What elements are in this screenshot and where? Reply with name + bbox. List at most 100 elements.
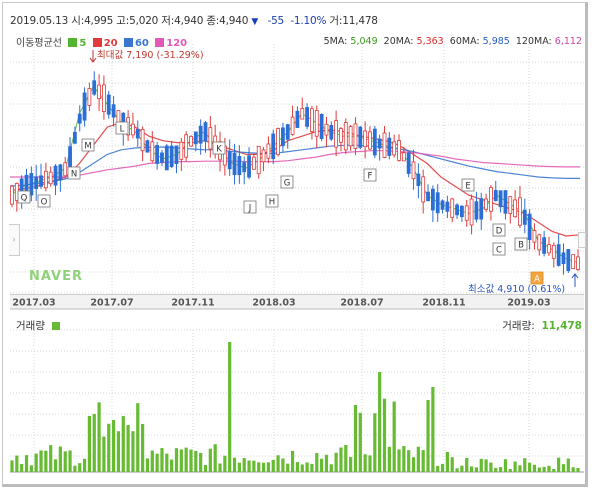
- x-tick-label: 2018.07: [340, 298, 383, 309]
- volume-bar: [228, 342, 232, 472]
- candle-body: [203, 122, 208, 142]
- x-tick-label: 2017.07: [90, 298, 133, 309]
- volume-bar: [68, 450, 72, 472]
- candle-body: [498, 190, 503, 208]
- volume-bar: [392, 401, 396, 472]
- volume-bar: [508, 468, 512, 472]
- ma-line-60: [9, 144, 580, 187]
- candle-body: [193, 131, 198, 145]
- period-marker-box-b: [514, 237, 528, 251]
- volume-readout-label: 거래량:: [502, 320, 535, 332]
- ma5-swatch: [68, 38, 78, 47]
- ma20-value: 5,363: [416, 36, 444, 47]
- candle-body: [411, 161, 416, 180]
- volume-bar: [528, 462, 532, 472]
- change-value: -55: [267, 15, 285, 27]
- close-label: 종:: [206, 15, 220, 27]
- volume-bar: [353, 404, 358, 472]
- volume-bar: [29, 465, 33, 472]
- ma-legend[interactable]: 이동평균선 5 20 60 120: [16, 34, 187, 49]
- volume-bar: [63, 451, 67, 472]
- candle-body: [169, 145, 174, 168]
- candle-body: [421, 176, 426, 203]
- volume-bar: [561, 464, 566, 472]
- candle-body: [484, 198, 488, 210]
- high-label: 고:: [116, 15, 130, 27]
- candle-body: [571, 254, 576, 270]
- volume-bar: [465, 457, 469, 472]
- candle-body: [363, 130, 368, 148]
- candle-body: [43, 170, 48, 189]
- candle-body: [97, 84, 101, 100]
- volume-bar: [232, 457, 237, 472]
- volume-bar: [15, 455, 19, 472]
- candle-body: [251, 156, 256, 170]
- volume-bar: [431, 387, 435, 472]
- candle-body: [397, 140, 401, 161]
- volume-bar: [358, 412, 362, 472]
- candle-body: [189, 135, 193, 147]
- ma20-swatch: [92, 38, 102, 47]
- volume-bar: [121, 416, 125, 472]
- candle-body: [92, 80, 97, 95]
- volume-bar: [532, 464, 537, 472]
- right-scroll-handle[interactable]: [578, 232, 586, 248]
- volume-bar: [218, 463, 222, 472]
- candle-body: [522, 209, 527, 225]
- volume-bar: [58, 446, 62, 472]
- x-axis-band: [10, 295, 584, 309]
- volume-bar: [489, 462, 493, 472]
- candle-body: [532, 230, 537, 243]
- candle-body: [518, 197, 522, 226]
- volume-bar: [513, 461, 517, 472]
- volume-bar: [145, 458, 150, 472]
- volume-bar: [266, 462, 270, 472]
- volume-bar: [474, 467, 479, 472]
- candle-body: [343, 122, 348, 151]
- volume-bar: [126, 425, 130, 472]
- volume-bar: [566, 458, 570, 472]
- candle-body: [537, 234, 542, 251]
- volume-bar: [373, 413, 377, 472]
- volume-readout: 거래량: 11,478: [502, 318, 582, 333]
- x-tick-label: 2017.11: [171, 298, 214, 309]
- volume-bar: [39, 450, 43, 472]
- candle-body: [150, 141, 155, 162]
- candle-body: [285, 124, 290, 140]
- volume-bar: [53, 459, 58, 472]
- candle-body: [547, 244, 551, 254]
- volume-bar: [290, 450, 295, 472]
- candle-body: [53, 165, 58, 186]
- volume-bar: [571, 467, 575, 472]
- volume-bar: [179, 449, 183, 472]
- volume-bar: [411, 457, 416, 472]
- volume-bar: [557, 457, 561, 472]
- candle-body: [556, 244, 561, 266]
- candle-body: [155, 145, 160, 164]
- volume-bar: [208, 448, 212, 472]
- volume-bar: [498, 467, 503, 472]
- volume-readout-value: 11,478: [541, 320, 582, 332]
- candle-body: [106, 94, 111, 115]
- candle-body: [266, 143, 271, 159]
- candle-body: [10, 185, 14, 205]
- candle-body: [174, 145, 179, 164]
- candle-body: [227, 151, 232, 170]
- chart-side-collapse-tab[interactable]: ›: [9, 224, 20, 256]
- candle-body: [479, 198, 484, 220]
- volume-swatch: [51, 322, 60, 330]
- ma5-value: 5,049: [350, 36, 378, 47]
- candle-body: [39, 175, 43, 187]
- candle-body: [334, 120, 339, 148]
- low-value: 4,940: [174, 15, 204, 27]
- volume-bar: [300, 464, 304, 472]
- volume-bar: [203, 465, 208, 472]
- volume-bar: [344, 445, 348, 472]
- volume-bar: [387, 446, 391, 472]
- candle-body: [256, 145, 261, 175]
- period-marker-c: C: [496, 246, 502, 256]
- candle-body: [426, 191, 430, 202]
- naver-watermark: NAVER: [29, 269, 83, 284]
- volume-bar: [397, 449, 401, 472]
